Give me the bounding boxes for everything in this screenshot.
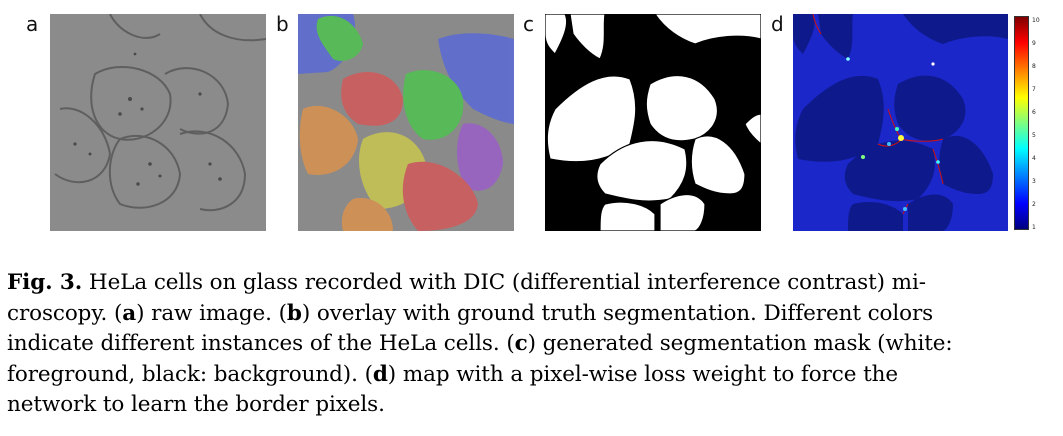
caption-text: indicate different instances of the HeLa… [7,331,515,356]
figure-caption: Fig. 3. HeLa cells on glass recorded wit… [7,268,1057,421]
panel-label-b: b [276,12,289,36]
colorbar-tick-label: 10 [1032,17,1040,24]
segmentation-overlay-image [298,14,514,231]
segmentation-mask-image [545,14,761,231]
colorbar-tick-label: 5 [1032,132,1036,139]
colorbar-tick-label: 1 [1032,224,1036,231]
colorbar [1014,16,1029,230]
caption-text: croscopy. ( [7,300,123,326]
caption-text: ) overlay with ground truth segmentation… [301,300,934,326]
panel-label-d: d [771,12,784,36]
caption-text: HeLa cells on glass recorded with DIC (d… [82,270,926,295]
caption-text: ) raw image. ( [136,300,287,326]
caption-ref: c [514,331,528,356]
colorbar-tick-label: 4 [1032,155,1036,162]
colorbar-tick-label: 3 [1032,178,1036,185]
caption-text: foreground, black: background). ( [7,361,373,387]
raw-dic-image [50,14,266,231]
caption-text: ) map with a pixel-wise loss weight to f… [387,361,898,387]
caption-text: ) generated segmentation mask (white: [527,331,953,356]
colorbar-tick-label: 9 [1032,40,1036,47]
loss-weight-map-image [793,14,1008,231]
panel-label-a: a [26,12,39,36]
caption-ref: b [286,300,302,326]
caption-text: network to learn the border pixels. [7,392,385,417]
caption-ref: d [372,361,388,387]
figure-label: Fig. 3. [7,270,83,295]
panel-label-c: c [523,12,534,36]
colorbar-tick-label: 8 [1032,63,1036,70]
colorbar-tick-label: 6 [1032,109,1036,116]
caption-ref: a [122,300,137,326]
colorbar-tick-label: 7 [1032,86,1036,93]
colorbar-tick-label: 2 [1032,201,1036,208]
